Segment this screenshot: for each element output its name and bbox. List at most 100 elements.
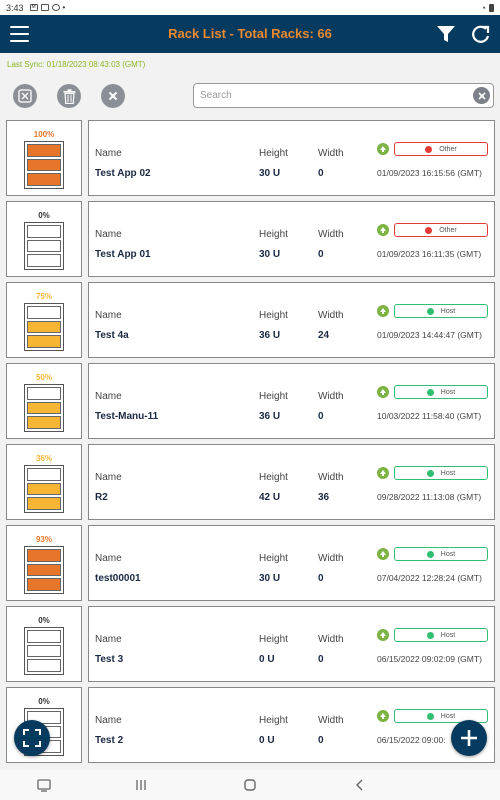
rack-width: 36 bbox=[318, 492, 330, 503]
rack-modified-date: 07/04/2022 12:28:24 (GMT) bbox=[377, 573, 482, 583]
status-dot-icon bbox=[425, 226, 433, 234]
rack-name: R2 bbox=[95, 492, 108, 503]
rack-slot bbox=[27, 158, 61, 172]
status-dot-icon bbox=[426, 469, 434, 477]
utilization-percent: 36% bbox=[35, 454, 52, 463]
sync-up-icon bbox=[377, 143, 389, 155]
rack-modified-date: 06/15/2022 09:02:09 (GMT) bbox=[377, 654, 482, 664]
rack-width: 0 bbox=[318, 735, 324, 746]
screenshot-icon[interactable] bbox=[36, 777, 52, 793]
rack-card[interactable]: Name Height Width Test 4a 36 U 24 Host 0… bbox=[88, 282, 495, 358]
height-label: Height bbox=[259, 715, 288, 726]
rack-slot bbox=[27, 549, 61, 562]
scan-button[interactable] bbox=[14, 720, 50, 756]
rack-utilization-thumbnail[interactable]: 75% bbox=[6, 282, 82, 358]
rack-utilization-thumbnail[interactable]: 36% bbox=[6, 444, 82, 520]
rack-row: 36% Name Height Width R2 42 U 36 Host 09… bbox=[0, 444, 500, 521]
rack-slot bbox=[27, 387, 61, 400]
dot-icon: • bbox=[62, 3, 66, 12]
rack-slot bbox=[27, 644, 61, 658]
height-label: Height bbox=[259, 148, 288, 159]
utilization-percent: 0% bbox=[38, 211, 50, 220]
rack-height: 42 U bbox=[259, 492, 281, 503]
status-badge: Host bbox=[394, 709, 488, 723]
height-label: Height bbox=[259, 310, 288, 321]
clear-search-button[interactable] bbox=[473, 87, 490, 104]
status-dot-icon bbox=[425, 145, 433, 153]
name-label: Name bbox=[95, 310, 122, 321]
rack-utilization-thumbnail[interactable]: 93% bbox=[6, 525, 82, 601]
system-nav-bar bbox=[0, 770, 500, 800]
rack-utilization-thumbnail[interactable]: 100% bbox=[6, 120, 82, 196]
home-icon[interactable] bbox=[242, 777, 258, 793]
back-icon[interactable] bbox=[352, 777, 368, 793]
rack-row: 50% Name Height Width Test-Manu-11 36 U … bbox=[0, 363, 500, 440]
rack-utilization-thumbnail[interactable]: 50% bbox=[6, 363, 82, 439]
rack-height: 30 U bbox=[259, 249, 281, 260]
name-label: Name bbox=[95, 634, 122, 645]
rack-row: 0% Name Height Width Test 3 0 U 0 Host 0… bbox=[0, 606, 500, 683]
sync-up-icon bbox=[377, 629, 389, 641]
status-dot-icon bbox=[426, 388, 434, 396]
status-label: Host bbox=[440, 631, 456, 639]
rack-card[interactable]: Name Height Width R2 42 U 36 Host 09/28/… bbox=[88, 444, 495, 520]
delete-button[interactable] bbox=[57, 84, 81, 108]
add-rack-button[interactable] bbox=[451, 720, 487, 756]
rack-row: 75% Name Height Width Test 4a 36 U 24 Ho… bbox=[0, 282, 500, 359]
status-dot-icon bbox=[426, 712, 434, 720]
rack-card[interactable]: Name Height Width Test-Manu-11 36 U 0 Ho… bbox=[88, 363, 495, 439]
status-label: Host bbox=[440, 712, 456, 720]
rack-card[interactable]: Name Height Width Test App 01 30 U 0 Oth… bbox=[88, 201, 495, 277]
rack-slot bbox=[27, 173, 61, 187]
width-label: Width bbox=[318, 634, 344, 645]
rack-width: 0 bbox=[318, 654, 324, 665]
rack-utilization-thumbnail[interactable]: 0% bbox=[6, 201, 82, 277]
height-label: Height bbox=[259, 553, 288, 564]
rack-row: 93% Name Height Width test00001 30 U 0 H… bbox=[0, 525, 500, 602]
name-label: Name bbox=[95, 148, 122, 159]
status-label: Other bbox=[439, 226, 457, 234]
rack-icon bbox=[24, 303, 64, 351]
rack-card[interactable]: Name Height Width test00001 30 U 0 Host … bbox=[88, 525, 495, 601]
sync-up-icon bbox=[377, 548, 389, 560]
rack-icon bbox=[24, 465, 64, 513]
sync-up-icon bbox=[377, 386, 389, 398]
rack-row: 0% Name Height Width Test App 01 30 U 0 … bbox=[0, 201, 500, 278]
rack-modified-date: 01/09/2023 14:44:47 (GMT) bbox=[377, 330, 482, 340]
close-icon bbox=[477, 91, 486, 100]
cancel-button[interactable] bbox=[101, 84, 125, 108]
width-label: Width bbox=[318, 715, 344, 726]
rack-icon bbox=[24, 384, 64, 432]
width-label: Width bbox=[318, 472, 344, 483]
refresh-icon[interactable] bbox=[470, 24, 491, 45]
filter-icon[interactable] bbox=[436, 25, 456, 44]
rack-slot bbox=[27, 563, 61, 577]
menu-button[interactable] bbox=[10, 26, 29, 42]
search-input[interactable] bbox=[194, 84, 464, 107]
rack-slot bbox=[27, 468, 61, 481]
search-box bbox=[193, 83, 494, 108]
page-title: Rack List - Total Racks: 66 bbox=[168, 26, 332, 41]
wifi-icon: ◔ bbox=[480, 2, 486, 13]
utilization-percent: 75% bbox=[35, 292, 52, 301]
status-badge: Host bbox=[394, 547, 488, 561]
status-dot-icon bbox=[426, 631, 434, 639]
status-label: Host bbox=[440, 469, 456, 477]
width-label: Width bbox=[318, 310, 344, 321]
recent-apps-icon[interactable] bbox=[133, 777, 149, 793]
rack-card[interactable]: Name Height Width Test 2 0 U 0 Host 06/1… bbox=[88, 687, 495, 763]
rack-modified-date: 10/03/2022 11:58:40 (GMT) bbox=[377, 411, 482, 421]
rack-modified-date: 06/15/2022 09:00: bbox=[377, 735, 446, 745]
rack-slot bbox=[27, 320, 61, 334]
export-excel-button[interactable] bbox=[13, 84, 37, 108]
app-bar: Rack List - Total Racks: 66 bbox=[0, 15, 500, 53]
rack-utilization-thumbnail[interactable]: 0% bbox=[6, 606, 82, 682]
rack-name: Test 3 bbox=[95, 654, 124, 665]
rack-row: 100% Name Height Width Test App 02 30 U … bbox=[0, 120, 500, 197]
rack-card[interactable]: Name Height Width Test App 02 30 U 0 Oth… bbox=[88, 120, 495, 196]
rack-name: Test 2 bbox=[95, 735, 124, 746]
rack-card[interactable]: Name Height Width Test 3 0 U 0 Host 06/1… bbox=[88, 606, 495, 682]
height-label: Height bbox=[259, 229, 288, 240]
utilization-percent: 50% bbox=[35, 373, 52, 382]
status-label: Host bbox=[440, 550, 456, 558]
